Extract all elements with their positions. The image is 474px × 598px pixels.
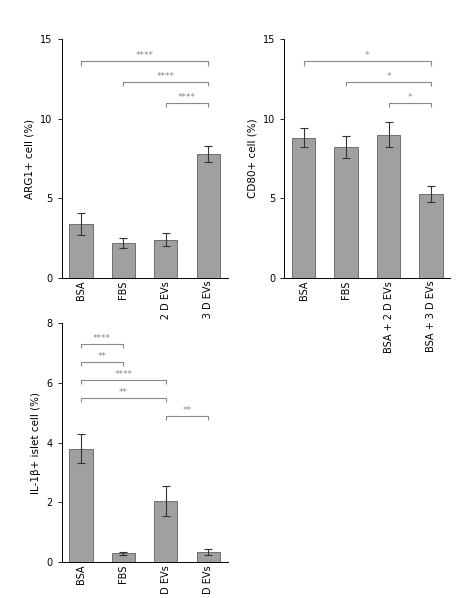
Bar bbox=[197, 551, 220, 562]
Bar bbox=[419, 194, 443, 278]
Bar bbox=[292, 138, 315, 278]
Text: ****: **** bbox=[114, 370, 132, 379]
Bar bbox=[69, 448, 92, 562]
Text: ****: **** bbox=[93, 334, 111, 343]
Text: *: * bbox=[408, 93, 412, 102]
Text: ****: **** bbox=[136, 51, 154, 60]
Y-axis label: CD80+ cell (%): CD80+ cell (%) bbox=[247, 118, 257, 199]
Bar bbox=[69, 224, 92, 278]
Text: **: ** bbox=[98, 352, 107, 361]
Bar bbox=[377, 135, 400, 278]
Text: *: * bbox=[365, 51, 370, 60]
Bar bbox=[197, 154, 220, 278]
Bar bbox=[112, 243, 135, 278]
Y-axis label: ARG1+ cell (%): ARG1+ cell (%) bbox=[25, 118, 35, 199]
Bar bbox=[112, 553, 135, 562]
Bar bbox=[154, 240, 177, 278]
Y-axis label: IL-1β+ islet cell (%): IL-1β+ islet cell (%) bbox=[31, 392, 41, 493]
Text: **: ** bbox=[119, 388, 128, 396]
Text: **: ** bbox=[182, 405, 191, 414]
Bar bbox=[335, 147, 358, 278]
Text: *: * bbox=[386, 72, 391, 81]
Bar bbox=[154, 501, 177, 562]
Text: ****: **** bbox=[178, 93, 196, 102]
Text: ****: **** bbox=[157, 72, 175, 81]
